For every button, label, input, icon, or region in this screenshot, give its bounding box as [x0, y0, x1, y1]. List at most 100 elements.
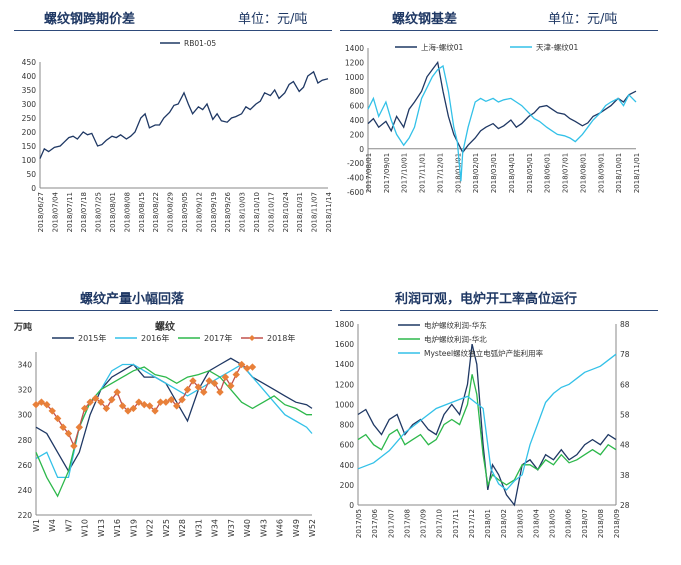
c3-series-marker: [221, 373, 230, 381]
c3-series-marker: [232, 370, 240, 379]
basis-chart-unit: 单位：元/吨: [548, 12, 618, 27]
c2-x-tick: 2018/04/01: [508, 153, 516, 193]
profit-chart-title: 利润可观，电炉开工率高位运行: [395, 292, 578, 307]
c3-x-tick: W16: [113, 519, 122, 537]
c3-legend-label: 2017年: [204, 333, 232, 343]
c2-y-tick: -400: [347, 174, 364, 183]
spread-chart-title: 螺纹钢跨期价差: [44, 12, 136, 27]
c3-series-marker: [64, 429, 73, 438]
c1-x-tick: 2018/09/19: [210, 192, 218, 232]
c3-series-line: [35, 357, 313, 473]
c2-legend-label: 天津-螺纹01: [536, 42, 578, 52]
c3-series-marker: [189, 377, 197, 385]
c2-x-tick: 2018/07/01: [562, 153, 570, 193]
profit-title-rule: [340, 310, 658, 311]
c3-legend-label: 2018年: [267, 333, 295, 343]
c2-x-tick: 2017/08/01: [365, 153, 373, 193]
c1-x-tick: 2018/08/01: [109, 192, 117, 232]
spread-title-rule: [14, 30, 332, 31]
c4-y-tick: 400: [340, 461, 355, 470]
c3-series-marker: [86, 398, 94, 406]
c3-series-marker: [129, 404, 138, 413]
c3-series-marker: [70, 442, 78, 450]
c3-series-marker: [227, 382, 235, 390]
c4-x-tick: 2018/08: [597, 509, 605, 538]
c3-series-marker: [37, 398, 46, 406]
c2-x-tick: 2018/08/01: [579, 153, 587, 193]
c2-series-line: [367, 60, 637, 154]
c3-series-marker: [135, 398, 143, 406]
c3-legend-label: 2015年: [78, 333, 106, 343]
c3-x-tick: W10: [81, 519, 90, 537]
c1-x-tick: 2018/11/14: [325, 191, 333, 232]
c3-x-tick: W19: [129, 519, 138, 537]
c4-y-tick: 1800: [335, 320, 354, 329]
c2-x-tick: 2018/10/01: [615, 153, 623, 193]
c3-series-marker: [43, 400, 51, 409]
c2-y-tick: 0: [359, 145, 364, 154]
c4-y-tick-right: 78: [620, 350, 630, 359]
c4-x-tick: 2017/12: [468, 509, 476, 538]
c2-x-tick: 2018/09/01: [597, 153, 605, 193]
c3-series-marker: [210, 379, 219, 388]
c1-y-tick: 150: [22, 142, 37, 151]
c1-x-tick: 2018/09/26: [224, 191, 232, 232]
c4-y-tick: 0: [349, 501, 354, 510]
c1-x-tick: 2018/07/18: [80, 192, 88, 232]
c4-y-tick-right: 28: [620, 501, 630, 510]
c3-x-tick: W28: [178, 519, 187, 537]
c2-y-tick: 1200: [345, 58, 364, 67]
c3-series-marker: [75, 423, 84, 431]
c3-overlay-label: 螺纹: [155, 320, 176, 333]
c4-x-tick: 2017/08: [403, 509, 411, 538]
c4-x-tick: 2017/09: [420, 509, 428, 538]
c1-y-tick: 250: [22, 114, 37, 123]
c4-x-tick: 2017/06: [371, 508, 379, 538]
c2-x-tick: 2017/10/01: [401, 153, 409, 193]
c2-x-tick: 2018/11/01: [633, 153, 641, 193]
c1-x-tick: 2018/10/10: [253, 192, 261, 232]
c3-series-marker: [113, 388, 121, 396]
c3-series-marker: [172, 402, 181, 410]
c3-series-marker: [48, 407, 56, 415]
c4-y-tick: 1200: [335, 380, 354, 389]
c1-x-tick: 2018/10/17: [267, 192, 275, 232]
c1-x-tick: 2018/08/15: [138, 192, 146, 232]
c3-series-marker: [32, 400, 40, 409]
c1-x-tick: 2018/11/07: [311, 192, 319, 232]
c3-series-marker: [118, 402, 127, 410]
c2-y-tick: 400: [350, 116, 365, 125]
c3-series-marker: [194, 383, 203, 391]
c4-legend-label: 电炉螺纹利润-华北: [424, 334, 487, 344]
c1-series-line: [39, 70, 329, 159]
c4-x-tick: 2018/05: [549, 509, 557, 538]
output-chart-title: 螺纹产量小幅回落: [80, 292, 185, 307]
c3-series-marker: [97, 398, 105, 406]
c1-y-tick: 50: [26, 170, 36, 179]
c4-y-tick: 1600: [335, 340, 354, 349]
c4-y-tick-right: 68: [620, 380, 630, 389]
c4-y-tick-right: 58: [620, 411, 630, 420]
c3-series-marker: [59, 423, 67, 431]
c2-y-tick: 600: [350, 102, 365, 111]
c4-y-tick: 1400: [335, 360, 354, 369]
c4-x-tick: 2018/06: [565, 508, 573, 538]
c1-x-tick: 2018/08/08: [123, 192, 131, 232]
c2-x-tick: 2017/11/01: [419, 153, 427, 193]
c3-y-unit: 万吨: [13, 321, 32, 333]
c4-x-tick: 2018/07: [581, 509, 589, 538]
c3-x-tick: W46: [276, 519, 285, 537]
c1-y-tick: 450: [22, 58, 37, 67]
c3-series-marker: [80, 404, 89, 413]
c3-series-marker: [205, 377, 213, 385]
c4-series-line: [357, 374, 617, 488]
c1-x-tick: 2018/09/05: [181, 192, 189, 232]
c1-x-tick: 2018/06/27: [37, 192, 45, 232]
c2-y-tick: 200: [350, 130, 365, 139]
c3-series-marker: [248, 363, 257, 371]
c2-y-tick: 1400: [345, 44, 364, 53]
c4-y-tick-right: 48: [620, 441, 630, 450]
c2-x-tick: 2017/09/01: [383, 153, 391, 193]
c4-series-line: [357, 353, 617, 491]
output-title-rule: [14, 310, 332, 311]
